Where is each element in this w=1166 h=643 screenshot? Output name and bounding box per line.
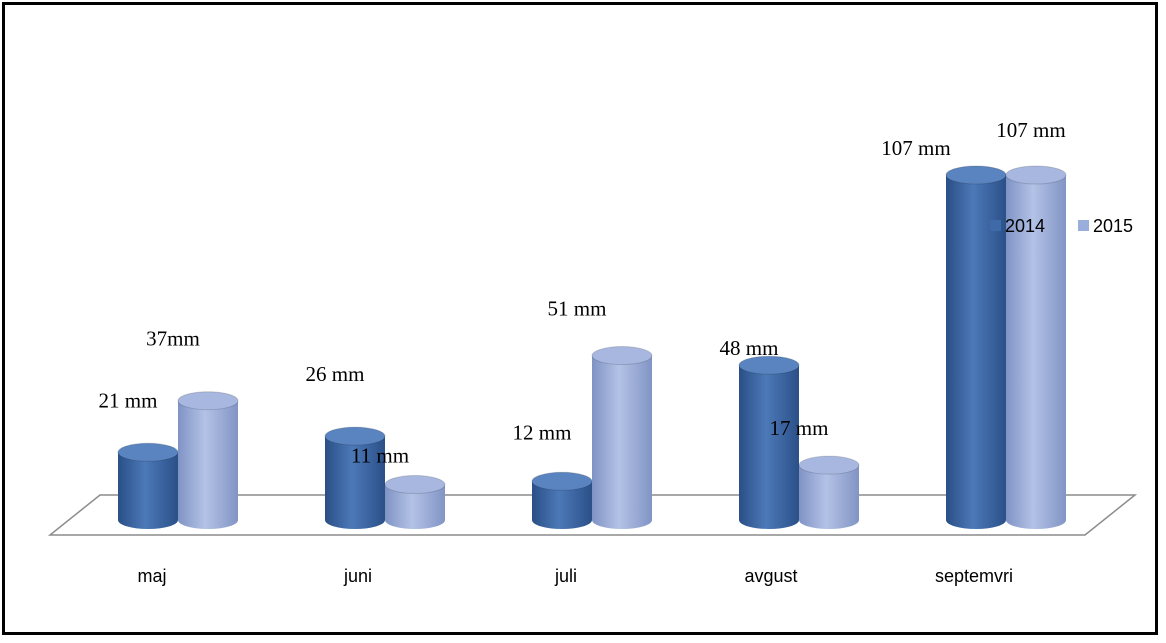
data-label-juli-2014: 12 mm xyxy=(513,420,572,444)
bar-maj-2014 xyxy=(117,442,179,529)
bar-avgust-2014 xyxy=(738,355,800,529)
legend-swatch-2015 xyxy=(1078,220,1089,231)
legend: 2014 2015 xyxy=(990,216,1133,236)
data-label-maj-2014: 21 mm xyxy=(99,388,158,412)
x-tick-juli: juli xyxy=(554,566,577,586)
data-label-avgust-2015: 17 mm xyxy=(770,416,829,440)
legend-swatch-2014 xyxy=(990,220,1001,231)
legend-label-2015: 2015 xyxy=(1093,216,1133,236)
bar-juli-2014 xyxy=(531,471,593,529)
bar-juli-2015 xyxy=(591,346,653,529)
bar-juni-2015 xyxy=(384,475,446,529)
bar-avgust-2015 xyxy=(798,455,860,529)
data-label-maj-2015: 37mm xyxy=(146,327,200,351)
x-tick-juni: juni xyxy=(343,566,372,586)
data-label-avgust-2014: 48 mm xyxy=(720,336,779,360)
bar-juni-2014 xyxy=(324,426,386,529)
data-label-juli-2015: 51 mm xyxy=(548,297,607,321)
x-tick-maj: maj xyxy=(137,566,166,586)
legend-item-2015: 2015 xyxy=(1078,216,1133,236)
x-tick-septemvri: septemvri xyxy=(935,566,1013,586)
labels-layer: 21 mm 37mm 26 mm 11 mm 12 mm 51 mm 48 mm 17 mm 1… xyxy=(99,118,1066,468)
bars-layer xyxy=(117,165,1067,529)
bar-maj-2015 xyxy=(177,391,239,529)
legend-item-2014: 2014 xyxy=(990,216,1045,236)
data-label-septemvri-2014: 107 mm xyxy=(881,136,950,160)
ticks-layer: maj juni juli avgust septemvri xyxy=(137,566,1013,586)
data-label-juni-2015: 11 mm xyxy=(351,444,409,468)
bar-septemvri-2015 xyxy=(1005,165,1067,529)
data-label-juni-2014: 26 mm xyxy=(306,362,365,386)
data-label-septemvri-2015: 107 mm xyxy=(996,118,1065,142)
x-tick-avgust: avgust xyxy=(744,566,797,586)
legend-label-2014: 2014 xyxy=(1005,216,1045,236)
